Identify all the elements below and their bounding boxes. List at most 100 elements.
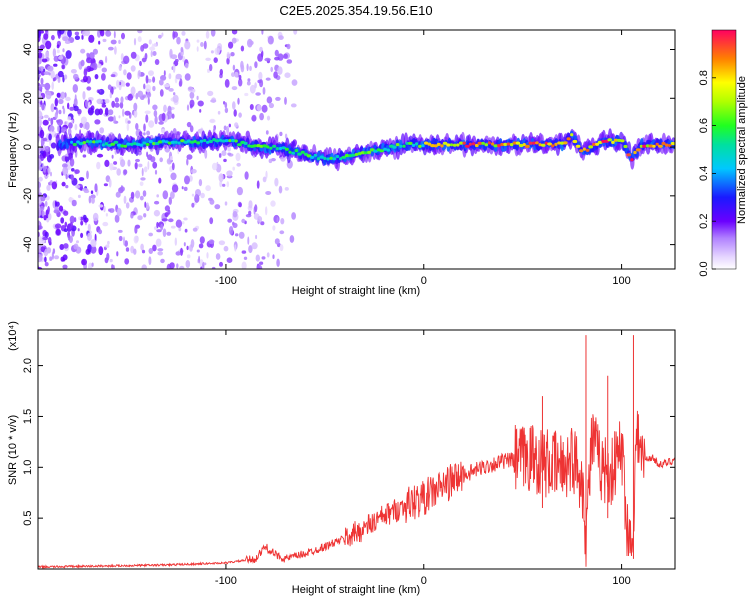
heatmap-noise-cell (171, 162, 175, 171)
heatmap-noise-cell (254, 61, 258, 69)
heatmap-noise-cell (86, 57, 92, 64)
heatmap-noise-cell (224, 107, 229, 114)
heatmap-noise-cell (237, 97, 240, 105)
heatmap-noise-cell (98, 204, 104, 208)
heatmap-peak-cell (452, 143, 457, 147)
heatmap-noise-cell (78, 216, 81, 221)
heatmap-peak-cell (456, 143, 460, 147)
heatmap-noise-cell (38, 110, 43, 120)
heatmap-peak-cell (418, 144, 422, 148)
heatmap-noise-cell (130, 212, 134, 219)
heatmap-peak-cell (326, 157, 330, 161)
heatmap-noise-cell (208, 239, 215, 245)
heatmap-peak-cell (206, 140, 210, 144)
snr-y-ticks: 0.5 1.0 1.5 2.0 (22, 358, 675, 526)
heatmap-noise-cell (52, 77, 56, 82)
heatmap-peak-cell (509, 143, 514, 147)
heatmap-noise-cell (51, 34, 55, 41)
heatmap-peak-cell (464, 144, 470, 148)
heatmap-noise-cell (140, 177, 146, 181)
heatmap-noise-cell (74, 94, 77, 102)
heatmap-noise-cell (57, 70, 64, 78)
heatmap-noise-cell (58, 205, 64, 212)
heatmap-noise-cell (181, 31, 186, 36)
heatmap-noise-cell (279, 244, 284, 252)
heatmap-noise-cell (38, 52, 43, 59)
heatmap-peak-cell (350, 153, 356, 157)
heatmap-noise-cell (135, 123, 139, 130)
colorbar-tick-label: 0.6 (698, 118, 710, 133)
heatmap-peak-cell (214, 139, 220, 143)
heatmap-noise-cell (84, 121, 90, 131)
snr-y-axis-label: SNR (10 * v/v) (7, 415, 19, 485)
heatmap-noise-cell (141, 167, 144, 177)
heatmap-peak-cell (607, 138, 612, 142)
heatmap-peak-cell (373, 149, 378, 153)
heatmap-noise-cell (108, 46, 114, 51)
heatmap-peak-cell (152, 142, 156, 146)
heatmap-noise-cell (264, 57, 271, 62)
heatmap-peak-cell (424, 141, 429, 145)
heatmap-noise-cell (265, 77, 271, 81)
heatmap-noise-cell (196, 39, 200, 43)
heatmap-noise-cell (98, 229, 103, 235)
heatmap-peak-cell (253, 144, 258, 148)
heatmap-noise-cell (219, 68, 223, 76)
heatmap-noise-cell (289, 235, 295, 243)
heatmap-noise-cell (227, 152, 232, 156)
heatmap-noise-cell (268, 158, 273, 164)
heatmap-noise-cell (291, 79, 298, 86)
heatmap-noise-cell (67, 30, 72, 38)
heatmap-noise-cell (233, 109, 237, 117)
heatmap-peak-cell (126, 142, 131, 146)
heatmap-noise-cell (47, 213, 52, 221)
heatmap-noise-cell (234, 244, 237, 252)
heatmap-peak-cell (481, 141, 485, 145)
heatmap-noise-cell (38, 74, 41, 78)
heatmap-noise-cell (76, 240, 79, 244)
heatmap-noise-cell (161, 112, 166, 122)
y-tick-label: 2.0 (22, 358, 34, 373)
heatmap-noise-cell (152, 104, 158, 111)
heatmap-noise-cell (280, 218, 285, 225)
heatmap-noise-cell (158, 121, 164, 125)
heatmap-peak-cell (547, 142, 553, 146)
heatmap-peak-cell (78, 142, 84, 146)
heatmap-noise-cell (65, 96, 71, 102)
heatmap-noise-cell (133, 235, 139, 244)
heatmap-noise-cell (124, 110, 131, 116)
heatmap-noise-cell (209, 217, 214, 225)
heatmap-noise-cell (219, 261, 223, 267)
heatmap-noise-cell (156, 221, 159, 229)
heatmap-noise-cell (67, 102, 70, 110)
heatmap-noise-cell (59, 244, 65, 250)
heatmap-peak-cell (275, 147, 279, 151)
heatmap-noise-cell (168, 73, 172, 80)
heatmap-peak-cell (164, 140, 169, 144)
heatmap-noise-cell (286, 59, 293, 64)
heatmap-noise-cell (122, 81, 126, 87)
heatmap-noise-cell (45, 40, 52, 50)
heatmap-peak-cell (399, 144, 403, 148)
heatmap-noise-cell (284, 187, 289, 191)
heatmap-noise-cell (232, 101, 236, 110)
heatmap-noise-cell (196, 46, 199, 52)
heatmap-noise-cell (200, 266, 203, 269)
heatmap-noise-cell (154, 115, 158, 125)
heatmap-noise-cell (266, 115, 271, 121)
heatmap-peak-cell (113, 140, 119, 144)
heatmap-noise-cell (113, 30, 116, 39)
heatmap-noise-cell (118, 64, 122, 71)
heatmap-noise-cell (137, 90, 144, 98)
heatmap-noise-cell (109, 92, 113, 99)
heatmap-peak-cell (408, 141, 413, 145)
heatmap-noise-cell (159, 157, 163, 163)
heatmap-peak-cell (262, 144, 268, 148)
heatmap-noise-cell (143, 213, 147, 218)
heatmap-noise-cell (98, 108, 103, 115)
heatmap-noise-cell (181, 221, 185, 225)
colorbar: 0.0 0.2 0.4 0.6 0.8 Normalized spectral ampl… (698, 29, 748, 277)
heatmap-noise-cell (160, 128, 166, 134)
heatmap-noise-cell (44, 82, 51, 91)
heatmap-noise-cell (214, 204, 221, 210)
